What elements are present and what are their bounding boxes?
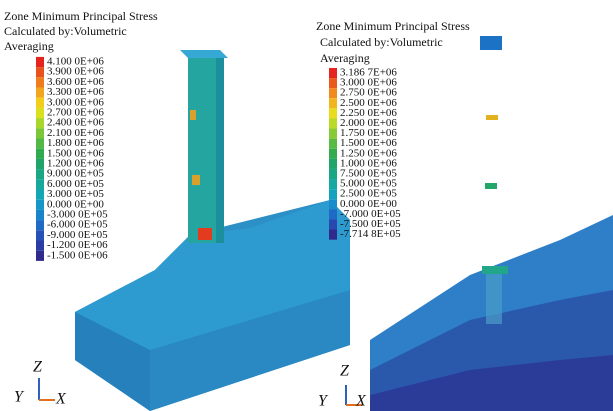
legend-swatch [329, 230, 337, 240]
legend-swatch [36, 210, 44, 220]
legend-swatch [329, 88, 337, 98]
legend-swatch [36, 220, 44, 230]
axis-z: Z [33, 359, 43, 376]
legend-swatch [36, 241, 44, 251]
legend-swatch [36, 139, 44, 149]
legend-swatch [36, 88, 44, 98]
legend-swatch [329, 169, 337, 179]
legend-swatch [36, 251, 44, 261]
legend-swatch [36, 98, 44, 108]
legend-swatch [36, 200, 44, 210]
legend-subtitle: Calculated by:Volumetric [4, 24, 127, 38]
legend-title: Zone Minimum Principal Stress [4, 9, 158, 23]
axis-y: Y [318, 393, 329, 410]
legend-subtitle: Calculated by:Volumetric [320, 35, 443, 49]
legend-swatch [36, 67, 44, 77]
legend-swatch [329, 108, 337, 118]
legend-swatch [329, 179, 337, 189]
legend-swatch [36, 190, 44, 200]
legend-swatch [329, 209, 337, 219]
legend-swatch [329, 149, 337, 159]
legend-swatch [329, 68, 337, 78]
axis-x: X [355, 393, 367, 410]
legend-swatch [329, 129, 337, 139]
legend-label: -7.714 8E+05 [340, 228, 401, 240]
legend-swatch [329, 78, 337, 88]
legend-title: Zone Minimum Principal Stress [316, 19, 470, 33]
screenshot: Z Y X Z Y X Zone Minimum Principal Stres… [0, 0, 613, 411]
legend-swatch [36, 159, 44, 169]
legend-swatch [36, 57, 44, 67]
legend-swatch [36, 169, 44, 179]
legend-swatch [329, 118, 337, 128]
legend-swatch [36, 179, 44, 189]
legend-swatch [329, 139, 337, 149]
legend-swatch [329, 189, 337, 199]
legend-swatch [329, 199, 337, 209]
legend-swatch [36, 230, 44, 240]
legend-method: Averaging [4, 39, 54, 53]
axis-y: Y [14, 389, 25, 406]
legend-swatch [329, 159, 337, 169]
right-model [370, 36, 613, 411]
left-model [75, 50, 350, 411]
legend-swatch [36, 108, 44, 118]
legend-swatch [329, 219, 337, 229]
axis-z: Z [340, 363, 350, 380]
legend-swatch [36, 118, 44, 128]
legend-method: Averaging [320, 51, 370, 65]
legend-swatch [36, 128, 44, 138]
legend-label: -1.500 0E+06 [47, 249, 108, 261]
legend-swatch [36, 77, 44, 87]
legend-swatch [329, 98, 337, 108]
legend-swatch [36, 149, 44, 159]
axis-x: X [55, 391, 67, 408]
